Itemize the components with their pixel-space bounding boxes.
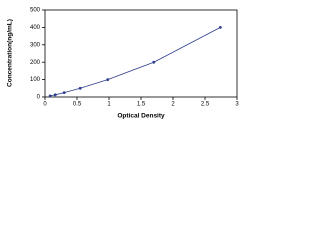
x-tick-label: 1.5 <box>137 102 146 108</box>
plot-frame <box>44 9 238 98</box>
chart: Optical Density Concentration(ng/mL) 010… <box>7 8 240 120</box>
point <box>78 86 82 90</box>
x-tick-label: 1 <box>107 102 111 108</box>
curve <box>50 27 221 97</box>
y-tick-label: 0 <box>37 95 41 101</box>
point <box>53 93 57 97</box>
point <box>106 78 110 81</box>
y-tick-label: 200 <box>30 60 41 66</box>
y-tick-label: 400 <box>30 25 41 31</box>
y-tick-label: 100 <box>30 77 41 83</box>
y-tick-label: 500 <box>30 8 41 14</box>
y-tick-label: 300 <box>30 42 41 48</box>
point <box>218 26 222 29</box>
x-tick-label: 2 <box>171 102 175 108</box>
y-axis-title: Concentration(ng/mL) <box>7 19 14 87</box>
page: {"chart_data": {"type": "line", "x_label… <box>6 7 240 120</box>
x-axis-title: Optical Density <box>117 113 165 120</box>
point <box>152 60 156 64</box>
point <box>62 91 66 95</box>
x-tick-label: 2.5 <box>201 102 210 108</box>
point <box>48 94 52 98</box>
x-tick-label: 3 <box>235 102 239 108</box>
x-tick-label: 0 <box>43 102 47 108</box>
x-tick-label: 0.5 <box>73 102 82 108</box>
